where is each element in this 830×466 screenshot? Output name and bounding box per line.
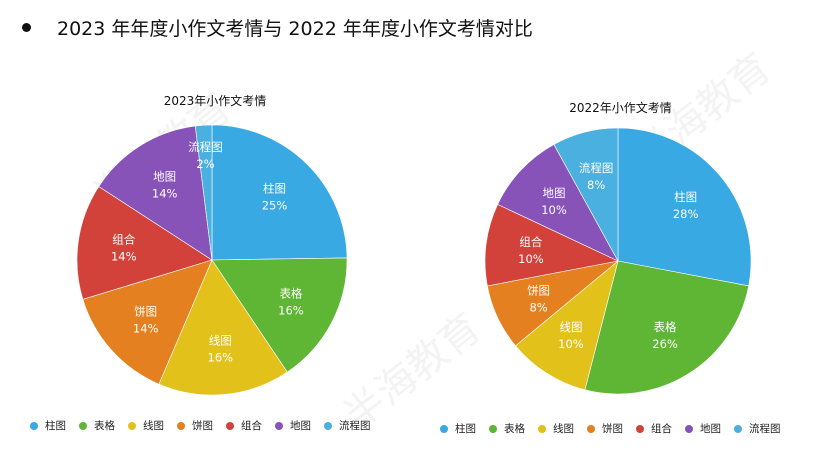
legend-label: 饼图 (192, 420, 213, 432)
legend-item-地图: 地图 (275, 418, 311, 433)
slice-value-线图: 10% (558, 337, 584, 351)
legend-item-流程图: 流程图 (324, 418, 371, 433)
pie-slice-表格 (211, 257, 348, 373)
slice-value-表格: 16% (278, 303, 304, 317)
slice-value-柱图: 28% (673, 207, 699, 221)
legend-item-表格: 表格 (79, 418, 115, 433)
slice-label-组合: 组合 (519, 235, 542, 249)
slice-label-组合: 组合 (112, 233, 135, 247)
pie-slice-柱图 (211, 124, 348, 261)
legend-label: 线图 (143, 420, 164, 432)
legend-item-线图: 线图 (128, 418, 164, 433)
pie-svg-2023: 柱图 25% 表格 16% 线图 16% 饼图 14% 组合 14% 地图 14% 流程图 2% (76, 124, 348, 396)
legend-label: 柱图 (45, 420, 66, 432)
slice-label-表格: 表格 (279, 286, 302, 300)
chart-title: 2023年小作文考情 (163, 94, 267, 108)
slice-value-流程图: 8% (587, 178, 605, 192)
pie-slice-流程图 (194, 124, 213, 261)
slice-value-地图: 14% (152, 187, 178, 201)
slice-value-组合: 14% (111, 250, 137, 264)
pie-slice-流程图 (553, 127, 619, 262)
legend-label: 柱图 (455, 423, 476, 435)
legend-item-地图: 地图 (685, 421, 721, 436)
legend-label: 组合 (241, 420, 262, 432)
slice-label-地图: 地图 (543, 186, 566, 200)
legend-item-饼图: 饼图 (587, 421, 623, 436)
pie-slice-组合 (76, 186, 213, 300)
legend-item-表格: 表格 (489, 421, 525, 436)
legend-label: 饼图 (602, 423, 623, 435)
legend-swatch-icon (587, 424, 595, 433)
slice-value-饼图: 14% (133, 321, 159, 335)
slice-label-线图: 线图 (209, 334, 232, 348)
pie-slice-表格 (584, 260, 749, 395)
slice-label-饼图: 饼图 (134, 304, 157, 318)
slice-value-流程图: 2% (196, 157, 214, 171)
slice-label-流程图: 流程图 (579, 161, 614, 175)
legend-swatch-icon (128, 421, 136, 430)
legend-swatch-icon (636, 424, 644, 433)
legend-item-饼图: 饼图 (177, 418, 213, 433)
pie-slice-柱图 (617, 127, 752, 287)
legend-swatch-icon (226, 421, 234, 430)
legend-label: 线图 (553, 423, 574, 435)
legend-swatch-icon (538, 424, 546, 433)
legend-item-组合: 组合 (636, 421, 672, 436)
legend-swatch-icon (79, 421, 87, 430)
slice-label-饼图: 饼图 (527, 283, 550, 297)
legend-item-流程图: 流程图 (734, 421, 781, 436)
slice-label-柱图: 柱图 (263, 182, 286, 196)
pie-svg-2022: 柱图 28% 表格 26% 线图 10% 饼图 8% 组合 10% 地图 10% 流程图 8% (484, 127, 752, 395)
slice-value-柱图: 25% (262, 199, 288, 213)
pie-slice-组合 (484, 203, 619, 287)
legend-item-线图: 线图 (538, 421, 574, 436)
legend-swatch-icon (30, 421, 38, 430)
legend-2022: 柱图 表格 线图 饼图 组合 地图 流程图 (440, 421, 794, 436)
slice-value-饼图: 8% (529, 300, 547, 314)
slice-value-组合: 10% (518, 252, 544, 266)
slice-label-地图: 地图 (153, 170, 176, 184)
legend-label: 表格 (504, 423, 525, 435)
pie-chart-2023: 2023年小作文考情 柱图 25% 表格 16% 线图 16% 饼图 14% 组合 14% 地图 14… (70, 88, 360, 398)
legend-item-柱图: 柱图 (440, 421, 476, 436)
pie-slice-饼图 (82, 259, 213, 385)
bullet-icon (22, 23, 31, 32)
legend-swatch-icon (440, 424, 448, 433)
legend-swatch-icon (275, 421, 283, 430)
slice-label-线图: 线图 (559, 320, 582, 334)
legend-label: 流程图 (749, 423, 781, 435)
legend-2023: 柱图 表格 线图 饼图 组合 地图 流程图 (30, 418, 384, 433)
legend-label: 组合 (651, 423, 672, 435)
legend-item-组合: 组合 (226, 418, 262, 433)
legend-label: 流程图 (339, 420, 371, 432)
pie-slice-地图 (98, 125, 213, 261)
page-title: 2023 年年度小作文考情与 2022 年年度小作文考情对比 (22, 14, 533, 41)
slice-value-表格: 26% (652, 337, 678, 351)
pie-chart-2022: 2022年小作文考情 柱图 28% 表格 26% 线图 10% 饼图 8% 组合 10% 地图 10%… (478, 95, 763, 400)
legend-swatch-icon (177, 421, 185, 430)
legend-label: 地图 (290, 420, 311, 432)
pie-slice-线图 (515, 260, 619, 391)
slice-label-表格: 表格 (654, 320, 677, 334)
slice-value-地图: 10% (541, 203, 567, 217)
legend-swatch-icon (489, 424, 497, 433)
slice-value-线图: 16% (208, 351, 234, 365)
legend-swatch-icon (685, 424, 693, 433)
legend-swatch-icon (734, 424, 742, 433)
pie-slice-线图 (158, 259, 288, 396)
legend-swatch-icon (324, 421, 332, 430)
legend-item-柱图: 柱图 (30, 418, 66, 433)
page-title-text: 2023 年年度小作文考情与 2022 年年度小作文考情对比 (57, 18, 533, 40)
chart-title: 2022年小作文考情 (569, 101, 672, 115)
pie-slice-地图 (497, 144, 619, 262)
slice-label-流程图: 流程图 (188, 140, 223, 154)
slice-label-柱图: 柱图 (674, 190, 697, 204)
legend-label: 地图 (700, 423, 721, 435)
legend-label: 表格 (94, 420, 115, 432)
